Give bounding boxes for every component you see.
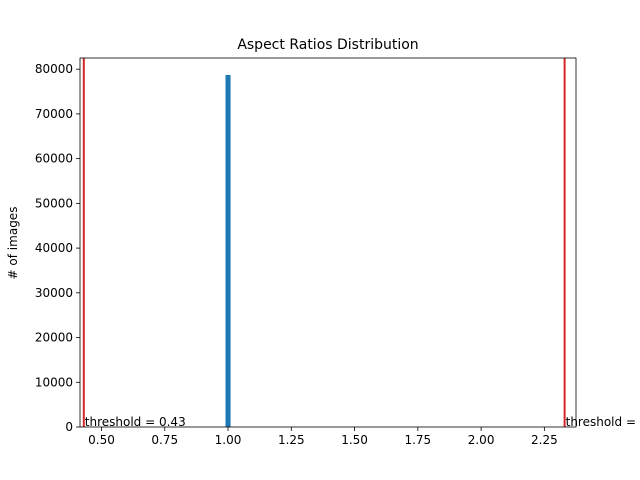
x-tick-label: 1.25 xyxy=(278,433,305,447)
y-tick-label: 60000 xyxy=(35,152,73,166)
x-axis: 0.50 0.75 1.00 1.25 1.50 1.75 2.00 2.25 xyxy=(88,427,558,447)
y-tick-label: 50000 xyxy=(35,196,73,210)
threshold-lines-layer xyxy=(82,58,566,427)
y-tick-label: 0 xyxy=(65,420,73,434)
x-tick-label: 2.25 xyxy=(531,433,558,447)
histogram-bar xyxy=(225,74,231,427)
y-tick-label: 40000 xyxy=(35,241,73,255)
y-axis: 0 10000 20000 30000 40000 50000 60000 70000 8000… xyxy=(35,62,80,434)
bars-layer xyxy=(225,74,231,427)
y-tick-label: 80000 xyxy=(35,62,73,76)
threshold-label: threshold = 0.43 xyxy=(85,415,186,429)
y-tick-label: 20000 xyxy=(35,331,73,345)
threshold-labels: threshold = 0.43 threshold = xyxy=(85,415,636,429)
threshold-label: threshold = xyxy=(566,415,636,429)
x-tick-label: 1.00 xyxy=(215,433,242,447)
x-tick-label: 2.00 xyxy=(468,433,495,447)
axes-frame xyxy=(79,57,577,428)
y-tick-label: 10000 xyxy=(35,375,73,389)
x-tick-label: 1.75 xyxy=(404,433,431,447)
x-tick-label: 0.75 xyxy=(151,433,178,447)
y-axis-label: # of images xyxy=(6,207,20,280)
x-tick-label: 1.50 xyxy=(341,433,368,447)
x-tick-label: 0.50 xyxy=(88,433,115,447)
y-tick-label: 30000 xyxy=(35,286,73,300)
chart-title: Aspect Ratios Distribution xyxy=(237,37,418,53)
y-tick-label: 70000 xyxy=(35,107,73,121)
